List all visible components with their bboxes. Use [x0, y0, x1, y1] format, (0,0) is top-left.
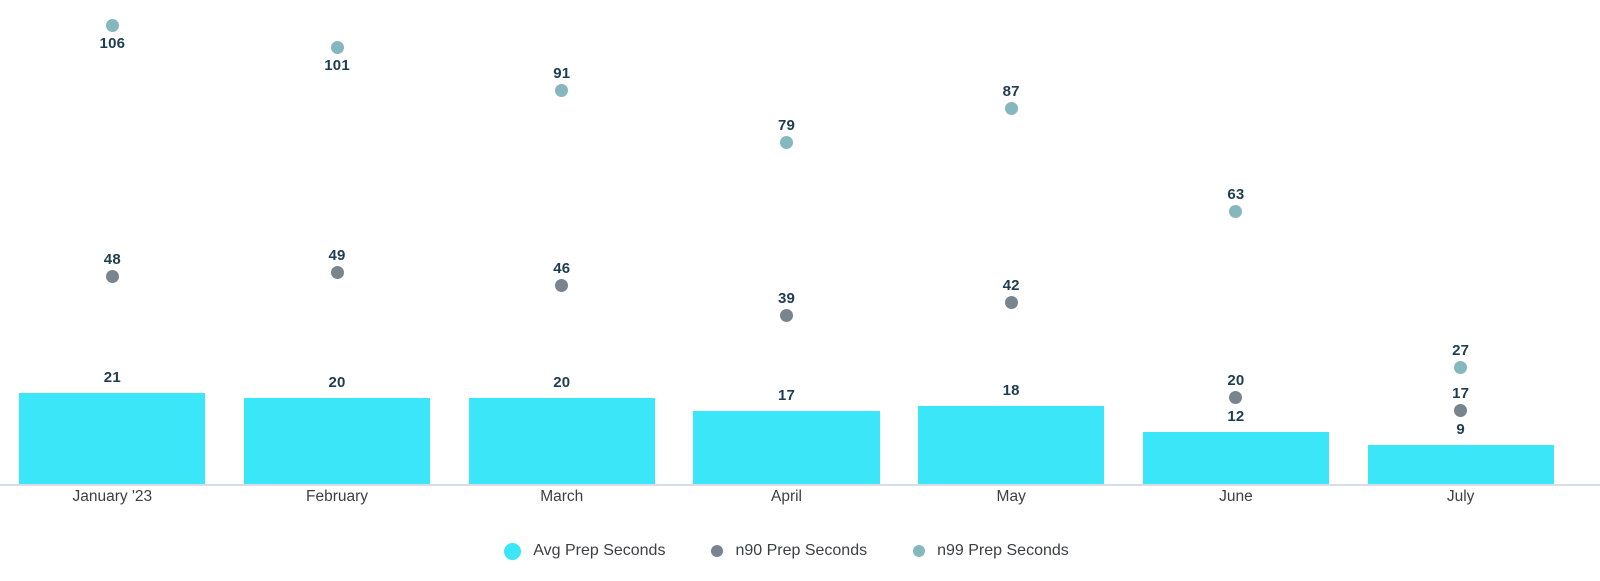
- legend-label: Avg Prep Seconds: [533, 542, 666, 559]
- x-axis-label-july: July: [1446, 488, 1475, 505]
- value-label-avg-prep-seconds: 18: [1002, 382, 1020, 400]
- point-n99-prep-seconds[interactable]: [330, 41, 344, 55]
- bar-avg-prep-seconds[interactable]: [918, 406, 1105, 484]
- category-column-june: 12 20 63: [1124, 0, 1349, 581]
- point-n99-prep-seconds[interactable]: [1004, 101, 1018, 115]
- value-label-n99-prep-seconds: 27: [1452, 341, 1470, 359]
- value-label-avg-prep-seconds: 20: [553, 373, 571, 391]
- bar-avg-prep-seconds[interactable]: [693, 410, 880, 484]
- category-column-may: 18 42 87: [899, 0, 1124, 581]
- legend-swatch-icon: [504, 542, 522, 560]
- bar-avg-prep-seconds[interactable]: [468, 397, 655, 484]
- category-column-march: 20 46 91: [449, 0, 674, 581]
- x-axis-label-january-23: January '23: [72, 488, 153, 505]
- value-label-n90-prep-seconds: 39: [777, 289, 796, 307]
- point-n99-prep-seconds[interactable]: [105, 19, 119, 33]
- value-label-avg-prep-seconds: 9: [1456, 421, 1465, 439]
- value-label-n99-prep-seconds: 87: [1002, 82, 1020, 100]
- legend-item-avg-prep-seconds: Avg Prep Seconds: [504, 541, 665, 561]
- x-axis-label-april: April: [770, 488, 802, 505]
- bar-avg-prep-seconds[interactable]: [1142, 432, 1329, 484]
- x-axis-label-may: May: [996, 488, 1026, 505]
- point-n90-prep-seconds[interactable]: [555, 278, 569, 292]
- point-n99-prep-seconds[interactable]: [779, 136, 793, 150]
- bar-avg-prep-seconds[interactable]: [244, 397, 431, 484]
- point-n90-prep-seconds[interactable]: [330, 265, 344, 279]
- point-n90-prep-seconds[interactable]: [1454, 404, 1468, 418]
- point-n99-prep-seconds[interactable]: [555, 84, 569, 98]
- value-label-n99-prep-seconds: 91: [553, 65, 571, 83]
- legend-item-n99-prep-seconds: n99 Prep Seconds: [913, 541, 1069, 561]
- legend-swatch-icon: [913, 545, 926, 557]
- value-label-n99-prep-seconds: 101: [324, 57, 350, 75]
- value-label-n99-prep-seconds: 63: [1227, 186, 1245, 204]
- x-axis-label-june: June: [1219, 488, 1253, 505]
- value-label-avg-prep-seconds: 17: [777, 386, 796, 404]
- legend-swatch-icon: [711, 545, 724, 557]
- value-label-avg-prep-seconds: 20: [328, 373, 346, 391]
- category-column-february: 20 49 101: [225, 0, 450, 581]
- legend-label: n90 Prep Seconds: [735, 542, 868, 559]
- point-n99-prep-seconds[interactable]: [1229, 205, 1243, 219]
- bar-avg-prep-seconds[interactable]: [1367, 445, 1554, 484]
- bar-avg-prep-seconds[interactable]: [19, 393, 206, 484]
- value-label-n99-prep-seconds: 106: [99, 35, 126, 53]
- value-label-n90-prep-seconds: 49: [328, 246, 346, 264]
- x-axis-labels: January '23 February March April May June July: [0, 487, 1573, 509]
- legend-item-n90-prep-seconds: n90 Prep Seconds: [711, 541, 867, 561]
- x-axis-label-march: March: [540, 488, 584, 505]
- value-label-n99-prep-seconds: 79: [777, 117, 796, 135]
- value-label-n90-prep-seconds: 42: [1002, 277, 1020, 294]
- value-label-avg-prep-seconds: 12: [1227, 408, 1245, 426]
- value-label-n90-prep-seconds: 20: [1227, 372, 1245, 390]
- x-axis-line: [0, 484, 1600, 486]
- point-n99-prep-seconds[interactable]: [1454, 360, 1468, 374]
- category-column-january-23: 21 48 106: [0, 0, 225, 581]
- legend: Avg Prep Seconds n90 Prep Seconds n99 Prep…: [0, 541, 1573, 561]
- point-n90-prep-seconds[interactable]: [779, 308, 793, 322]
- point-n90-prep-seconds[interactable]: [1004, 296, 1018, 309]
- category-column-july: 9 17 27: [1348, 0, 1573, 581]
- point-n90-prep-seconds[interactable]: [105, 270, 119, 284]
- legend-label: n99 Prep Seconds: [937, 542, 1069, 559]
- value-label-n90-prep-seconds: 48: [103, 251, 121, 269]
- value-label-n90-prep-seconds: 17: [1452, 385, 1470, 403]
- value-label-n90-prep-seconds: 46: [553, 259, 571, 277]
- point-n90-prep-seconds[interactable]: [1229, 391, 1243, 405]
- category-column-april: 17 39 79: [674, 0, 899, 581]
- x-axis-label-february: February: [306, 488, 369, 505]
- value-label-avg-prep-seconds: 21: [103, 369, 121, 387]
